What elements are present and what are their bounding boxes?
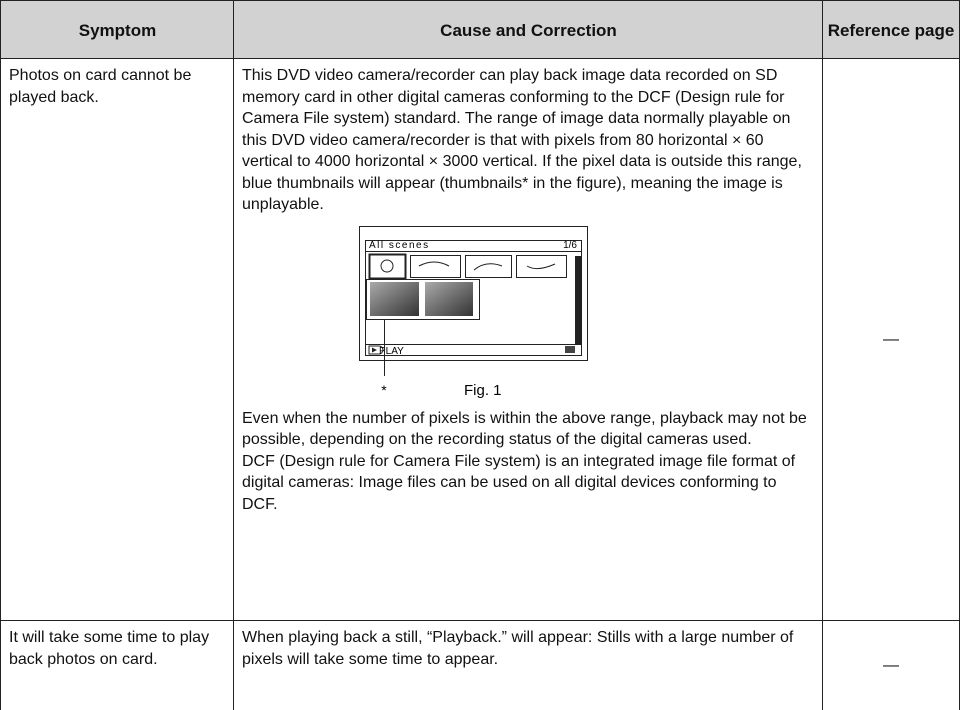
- screen-button: PLAY: [379, 346, 404, 357]
- paragraph: When playing back a still, “Playback.” w…: [242, 629, 794, 668]
- reference: —: [883, 656, 899, 674]
- cause-cell: This DVD video camera/recorder can play …: [233, 58, 823, 621]
- symptom: It will take some time to play back phot…: [9, 629, 210, 668]
- paragraph: This DVD video camera/recorder can play …: [242, 67, 802, 213]
- figure-caption: Fig. 1: [464, 382, 502, 399]
- symptom-cell: It will take some time to play back phot…: [0, 620, 234, 710]
- symptom-cell: Photos on card cannot be played back.: [0, 58, 234, 621]
- screen-counter: 1/6: [563, 240, 577, 251]
- header-cell: Cause and Correction: [233, 0, 823, 59]
- header-cell: Reference page: [822, 0, 960, 59]
- paragraph: Even when the number of pixels is within…: [242, 409, 807, 449]
- reference-cell: —: [822, 58, 960, 621]
- figure: All scenes 1/6 PLAY * Fig. 1: [242, 216, 815, 408]
- reference-cell: —: [822, 620, 960, 710]
- symptom: Photos on card cannot be played back.: [9, 67, 192, 106]
- cause-cell: When playing back a still, “Playback.” w…: [233, 620, 823, 710]
- figure-image: All scenes 1/6 PLAY * Fig. 1: [359, 225, 588, 399]
- screen-title: All scenes: [369, 240, 430, 251]
- header-cell: Symptom: [0, 0, 234, 59]
- figure-marker: *: [381, 382, 387, 398]
- paragraph: DCF (Design rule for Camera File system)…: [242, 452, 796, 513]
- reference: —: [883, 331, 899, 349]
